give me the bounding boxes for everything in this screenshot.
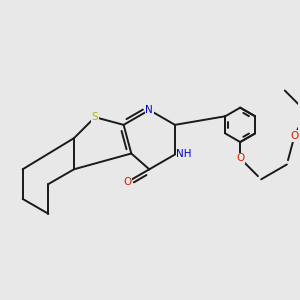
Text: NH: NH <box>176 149 192 160</box>
Text: O: O <box>123 177 132 187</box>
Text: O: O <box>290 131 298 141</box>
Text: O: O <box>236 153 244 164</box>
Text: S: S <box>92 112 98 122</box>
Text: N: N <box>146 105 153 115</box>
